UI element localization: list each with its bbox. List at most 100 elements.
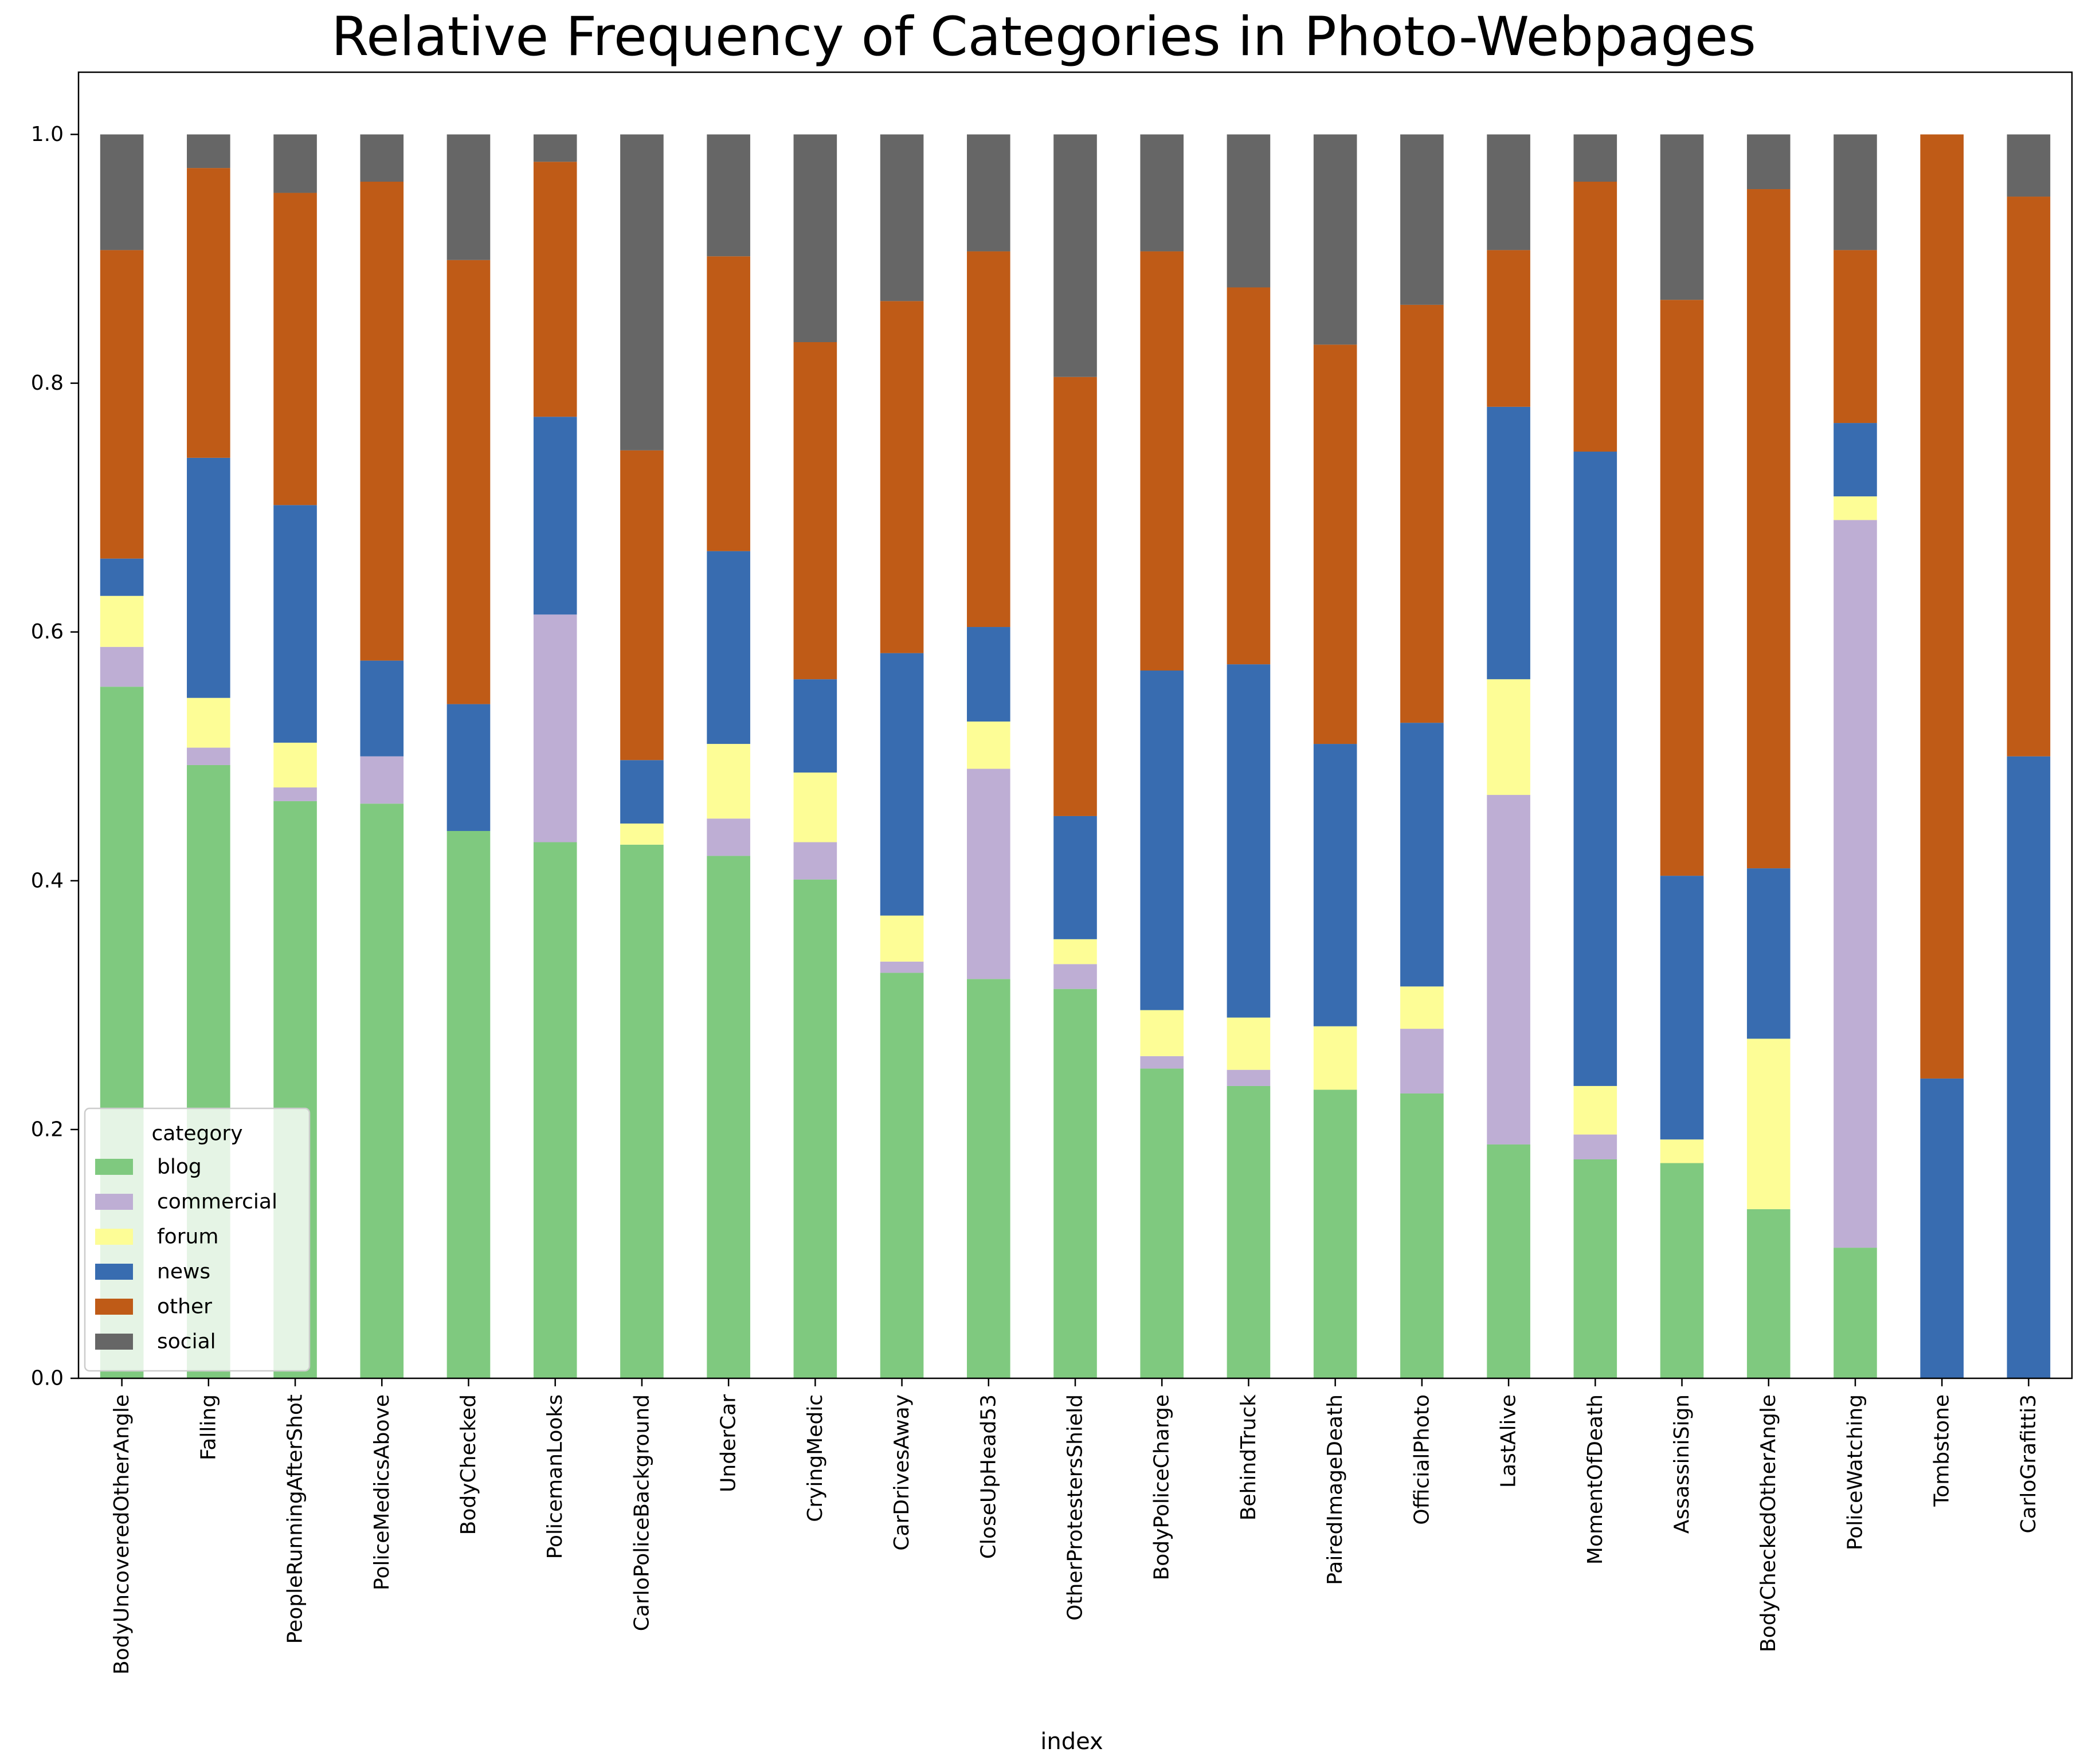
y-tick-label: 0.0 — [31, 1367, 64, 1390]
legend-swatch-other — [95, 1299, 133, 1315]
bar-segment-other — [1834, 250, 1877, 424]
bar-segment-forum — [100, 595, 144, 647]
bar-segment-news — [1920, 1078, 1964, 1378]
bar-segment-social — [2007, 134, 2051, 197]
bar-segment-social — [360, 134, 404, 182]
bar-segment-forum — [1227, 1017, 1271, 1070]
bar-segment-news — [100, 558, 144, 596]
bar-segment-forum — [880, 915, 924, 962]
y-tick-label: 1.0 — [31, 123, 64, 146]
chart-title: Relative Frequency of Categories in Phot… — [331, 6, 1756, 68]
bar-segment-news — [2007, 756, 2051, 1378]
bar-segment-blog — [1400, 1093, 1444, 1378]
bar-segment-commercial — [187, 747, 230, 765]
bar-segment-blog — [1834, 1248, 1877, 1378]
legend-swatch-social — [95, 1334, 133, 1350]
bar-segment-commercial — [1227, 1069, 1271, 1086]
bar-segment-other — [966, 251, 1010, 628]
bar-segment-blog — [360, 803, 404, 1378]
x-tick-label: CarDrivesAway — [890, 1394, 914, 1551]
bar-segment-blog — [880, 973, 924, 1378]
y-tick-label: 0.8 — [31, 371, 64, 395]
bar-segment-other — [1920, 134, 1964, 1079]
bar-segment-social — [446, 134, 491, 260]
bar-segment-news — [707, 551, 750, 744]
x-tick-label: PairedImageDeath — [1323, 1394, 1347, 1585]
legend-label-other: other — [157, 1295, 212, 1319]
bar-segment-forum — [1053, 939, 1097, 965]
plot-frame — [77, 71, 2073, 1379]
bar-segment-news — [1053, 816, 1097, 939]
bar-segment-news — [533, 417, 577, 615]
bar-segment-other — [880, 301, 924, 653]
bar-segment-commercial — [793, 842, 837, 880]
bar-segment-social — [966, 134, 1010, 252]
bar-segment-forum — [1400, 986, 1444, 1029]
bar-segment-forum — [1140, 1010, 1184, 1056]
bar-segment-forum — [1660, 1139, 1704, 1163]
x-tick-label: OfficialPhoto — [1410, 1394, 1433, 1525]
bar-segment-other — [187, 168, 230, 458]
bar-segment-commercial — [1573, 1134, 1617, 1159]
bar-segment-news — [1573, 451, 1617, 1086]
bar-segment-other — [273, 193, 317, 505]
bar-segment-social — [1487, 134, 1530, 250]
bar-segment-other — [2007, 197, 2051, 756]
bar-segment-commercial — [880, 961, 924, 973]
bar-segment-news — [187, 457, 230, 698]
bar-segment-commercial — [273, 787, 317, 801]
x-tick-label: OtherProtestersShield — [1064, 1394, 1087, 1621]
bar-segment-forum — [187, 697, 230, 748]
legend-label-blog: blog — [157, 1155, 202, 1179]
bar-segment-social — [793, 134, 837, 342]
bar-segment-blog — [793, 879, 837, 1378]
x-tick-label: BodyChecked — [457, 1394, 480, 1535]
bar-segment-social — [620, 134, 664, 450]
bar-segment-news — [1834, 423, 1877, 497]
bar-segment-social — [1660, 134, 1704, 300]
x-tick-label: BodyPoliceCharge — [1150, 1394, 1174, 1580]
x-tick-label: PeopleRunningAfterShot — [284, 1394, 307, 1644]
bar-segment-social — [1227, 134, 1271, 288]
legend-label-news: news — [157, 1260, 210, 1284]
bar-segment-forum — [620, 823, 664, 845]
x-tick-label: Falling — [197, 1394, 220, 1460]
x-tick-label: Tombstone — [1930, 1394, 1954, 1507]
bar-segment-news — [360, 660, 404, 756]
x-tick-label: CryingMedic — [804, 1394, 827, 1522]
bar-segment-other — [707, 256, 750, 551]
bar-segment-news — [446, 704, 491, 831]
bar-segment-other — [1140, 251, 1184, 671]
x-tick-label: PolicemanLooks — [543, 1394, 567, 1559]
bar-segment-other — [1746, 189, 1791, 869]
bar-segment-other — [1573, 182, 1617, 452]
x-tick-label: MomentOfDeath — [1584, 1394, 1607, 1565]
bar-segment-social — [1573, 134, 1617, 182]
bar-segment-blog — [1053, 989, 1097, 1378]
bar-segment-blog — [620, 844, 664, 1378]
bar-segment-commercial — [360, 756, 404, 804]
legend-label-commercial: commercial — [157, 1190, 277, 1214]
bar-segment-other — [793, 342, 837, 680]
bar-segment-commercial — [533, 614, 577, 842]
bar-segment-commercial — [1140, 1056, 1184, 1069]
x-tick-label: AssassiniSign — [1670, 1394, 1694, 1534]
legend-box — [84, 1107, 311, 1372]
bar-segment-news — [620, 760, 664, 824]
bar-segment-news — [273, 505, 317, 743]
bar-segment-news — [1660, 876, 1704, 1140]
y-tick-label: 0.4 — [31, 869, 64, 892]
bars — [100, 134, 2051, 1378]
bar-segment-blog — [1573, 1159, 1617, 1378]
bar-segment-social — [187, 134, 230, 168]
bar-segment-news — [880, 653, 924, 916]
bar-segment-other — [360, 182, 404, 661]
bar-segment-other — [446, 260, 491, 704]
bar-segment-blog — [1746, 1209, 1791, 1378]
x-tick-label: LastAlive — [1497, 1394, 1521, 1488]
bar-segment-news — [1400, 723, 1444, 987]
bar-segment-blog — [707, 856, 750, 1378]
bar-segment-commercial — [1487, 795, 1530, 1144]
bar-segment-news — [793, 679, 837, 773]
y-tick-label: 0.2 — [31, 1118, 64, 1141]
